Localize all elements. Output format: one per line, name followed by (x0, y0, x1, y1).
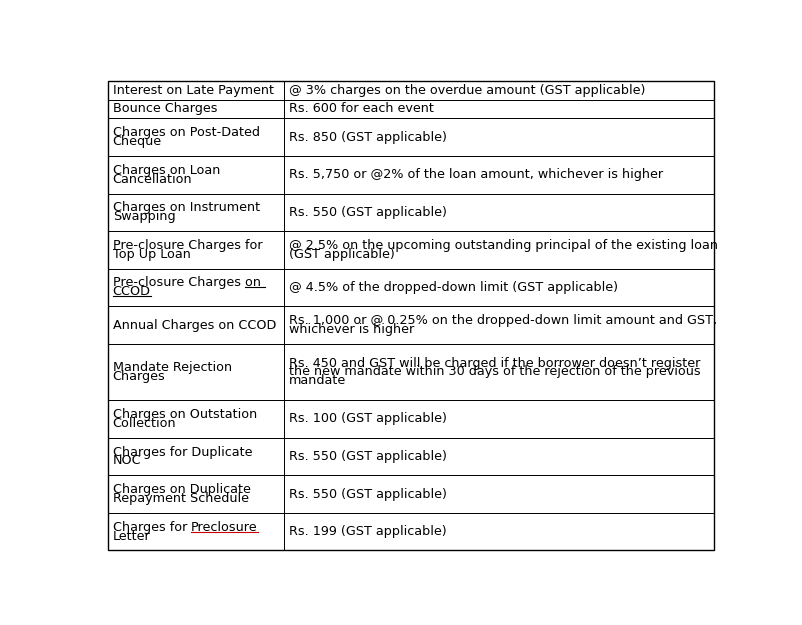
Bar (107, 476, 284, 513)
Text: Charges on Duplicate: Charges on Duplicate (112, 483, 250, 496)
Bar (284, 156, 715, 194)
Bar (107, 81, 284, 99)
Text: Charges on Outstation: Charges on Outstation (112, 408, 257, 421)
Bar (107, 118, 284, 156)
Text: Charges for Duplicate: Charges for Duplicate (112, 446, 252, 459)
Text: Collection: Collection (112, 417, 176, 430)
Text: @ 3% charges on the overdue amount (GST applicable): @ 3% charges on the overdue amount (GST … (289, 84, 645, 97)
Text: Rs. 550 (GST applicable): Rs. 550 (GST applicable) (289, 450, 447, 463)
Bar (284, 231, 715, 269)
Text: on: on (245, 276, 265, 289)
Text: Swapping: Swapping (112, 210, 176, 223)
Text: Charges: Charges (112, 370, 165, 383)
Text: CCOD: CCOD (112, 286, 151, 298)
Bar (284, 269, 715, 306)
Text: whichever is higher: whichever is higher (289, 323, 414, 336)
Text: Top Up Loan: Top Up Loan (112, 248, 191, 261)
Bar (284, 99, 715, 118)
Bar (107, 306, 284, 344)
Bar (284, 118, 715, 156)
Bar (284, 194, 715, 231)
Text: Rs. 550 (GST applicable): Rs. 550 (GST applicable) (289, 206, 447, 219)
Text: @ 4.5% of the dropped-down limit (GST applicable): @ 4.5% of the dropped-down limit (GST ap… (289, 281, 618, 294)
Bar (284, 344, 715, 400)
Text: Rs. 100 (GST applicable): Rs. 100 (GST applicable) (289, 412, 447, 426)
Text: the new mandate within 30 days of the rejection of the previous: the new mandate within 30 days of the re… (289, 366, 700, 379)
Text: Rs. 850 (GST applicable): Rs. 850 (GST applicable) (289, 131, 447, 144)
Bar (107, 400, 284, 437)
Bar (107, 513, 284, 551)
Text: Annual Charges on CCOD: Annual Charges on CCOD (112, 319, 276, 331)
Bar (284, 438, 715, 476)
Bar (107, 231, 284, 269)
Text: (GST applicable): (GST applicable) (289, 248, 395, 261)
Text: Rs. 600 for each event: Rs. 600 for each event (289, 102, 433, 116)
Bar (107, 194, 284, 231)
Bar (107, 344, 284, 400)
Text: Interest on Late Payment: Interest on Late Payment (112, 84, 273, 97)
Text: Charges for: Charges for (112, 521, 191, 534)
Text: Charges on Post-Dated: Charges on Post-Dated (112, 126, 260, 139)
Bar (107, 99, 284, 118)
Text: Letter: Letter (112, 529, 151, 542)
Bar (284, 81, 715, 99)
Text: Cancellation: Cancellation (112, 173, 192, 186)
Text: Rs. 550 (GST applicable): Rs. 550 (GST applicable) (289, 488, 447, 501)
Text: Preclosure: Preclosure (191, 521, 257, 534)
Bar (284, 400, 715, 437)
Text: NOC: NOC (112, 454, 141, 468)
Text: Mandate Rejection: Mandate Rejection (112, 361, 232, 374)
Bar (284, 513, 715, 551)
Text: Charges on Instrument: Charges on Instrument (112, 201, 260, 214)
Text: Pre-closure Charges: Pre-closure Charges (112, 276, 245, 289)
Bar (284, 476, 715, 513)
Text: Rs. 199 (GST applicable): Rs. 199 (GST applicable) (289, 525, 446, 538)
Text: Charges on Loan: Charges on Loan (112, 164, 220, 177)
Text: mandate: mandate (289, 374, 346, 388)
Text: Rs. 450 and GST will be charged if the borrower doesn’t register: Rs. 450 and GST will be charged if the b… (289, 357, 700, 369)
Text: Cheque: Cheque (112, 135, 162, 148)
Text: @ 2.5% on the upcoming outstanding principal of the existing loan: @ 2.5% on the upcoming outstanding princ… (289, 239, 718, 252)
Bar (107, 156, 284, 194)
Bar (107, 438, 284, 476)
Text: Repayment Schedule: Repayment Schedule (112, 492, 249, 505)
Text: Rs. 5,750 or @2% of the loan amount, whichever is higher: Rs. 5,750 or @2% of the loan amount, whi… (289, 168, 662, 181)
Text: Pre-closure Charges for: Pre-closure Charges for (112, 239, 262, 252)
Text: Bounce Charges: Bounce Charges (112, 102, 217, 116)
Bar (284, 306, 715, 344)
Bar (107, 269, 284, 306)
Text: Rs. 1,000 or @ 0.25% on the dropped-down limit amount and GST,: Rs. 1,000 or @ 0.25% on the dropped-down… (289, 314, 717, 327)
